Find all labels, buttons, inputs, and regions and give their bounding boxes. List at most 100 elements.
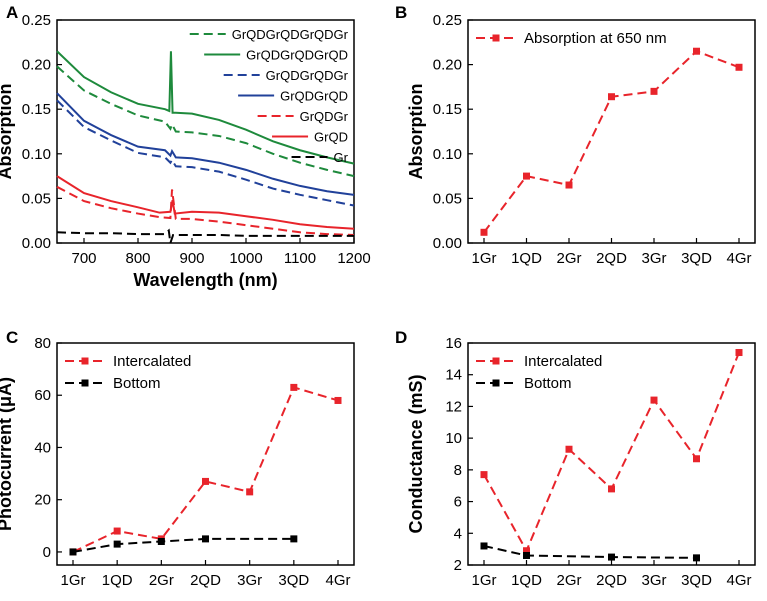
data-point [480,471,488,479]
series-line-grqdgrqd [56,92,355,196]
y-tick-label: 12 [445,398,462,415]
x-tick-label: 3QD [278,572,309,589]
x-tick-label: 4Gr [726,572,751,589]
data-point [735,349,743,357]
data-point [608,93,615,101]
series-line-absorption-at-650-nm [483,50,740,233]
plot-frame [467,19,756,244]
plot-frame [56,342,355,566]
y-tick-label: 16 [445,335,462,352]
y-tick-label: 0.05 [433,190,462,207]
x-tick-label: 3QD [681,250,712,267]
legend-marker [81,379,89,387]
x-tick-label: 1QD [102,572,133,589]
data-point [290,383,298,391]
legend-label: Bottom [113,375,161,392]
data-point [246,488,254,496]
plot-frame [467,342,756,566]
data-point [693,554,700,562]
y-tick-label: 0 [43,544,51,561]
legend-label: GrQDGrQDGr [266,68,349,83]
data-point [69,548,77,556]
x-tick-label: 2Gr [556,572,581,589]
x-tick-label: 4Gr [325,572,350,589]
legend-label: GrQDGrQD [280,89,348,104]
y-tick-label: 14 [445,367,462,384]
data-point [480,228,488,236]
series-line-grqdgrqdgrqdgr [56,65,355,178]
data-point [523,172,530,180]
y-tick-label: 0.10 [22,146,51,163]
legend-label: Bottom [524,375,572,392]
legend-marker [81,357,89,365]
x-tick-label: 700 [71,250,96,267]
data-point [735,63,743,71]
y-tick-label: 10 [445,430,462,447]
x-tick-label: 1Gr [60,572,85,589]
y-tick-label: 6 [454,494,462,511]
data-point [334,396,342,404]
series-line-bottom [72,537,294,553]
y-tick-label: 0.00 [22,235,51,252]
y-tick-label: 4 [454,525,462,542]
panel-label: B [395,3,407,22]
legend-label: Intercalated [113,353,191,370]
legend-label: GrQDGrQDGrQDGr [232,27,349,42]
series-line-grqdgr [56,185,355,236]
data-point [113,540,121,548]
panel-label: A [6,3,18,22]
y-tick-label: 0.05 [22,190,51,207]
x-tick-label: 2QD [596,572,627,589]
data-point [157,537,165,545]
y-tick-label: 0.25 [433,12,462,29]
x-tick-label: 2Gr [556,250,581,267]
panel-label: D [395,328,407,347]
x-tick-label: 800 [125,250,150,267]
data-point [523,551,530,559]
x-tick-label: 1000 [229,250,262,267]
panel-label: C [6,328,18,347]
legend-label: GrQDGr [300,109,349,124]
series-line-bottom [483,544,697,559]
y-axis-label: Photocurrent (μA) [0,377,15,531]
y-tick-label: 0.20 [22,57,51,74]
x-tick-label: 3QD [681,572,712,589]
data-point [650,396,658,404]
data-point [523,547,530,555]
x-tick-label: 3Gr [641,572,666,589]
data-point [202,477,209,485]
data-point [565,445,573,453]
data-point [480,542,488,550]
y-tick-label: 8 [454,462,462,479]
data-point [693,455,700,463]
y-axis-label: Absorption [406,84,426,180]
legend-label: Gr [334,150,349,165]
y-tick-label: 0.20 [433,57,462,74]
x-axis-label: Wavelength (nm) [133,270,277,290]
y-axis-label: Conductance (mS) [406,374,426,533]
y-tick-label: 0.25 [22,12,51,29]
legend-marker [492,379,500,387]
series-line-gr [56,228,354,244]
x-tick-label: 2QD [190,572,221,589]
x-tick-label: 1Gr [471,572,496,589]
series-line-grqd [56,175,355,230]
x-tick-label: 2Gr [149,572,174,589]
legend-label: GrQD [314,130,348,145]
legend-label: GrQDGrQDGrQD [246,48,348,63]
y-tick-label: 80 [34,335,51,352]
data-point [693,47,700,55]
data-point [650,87,658,95]
y-tick-label: 0.15 [433,101,462,118]
x-tick-label: 1Gr [471,250,496,267]
y-tick-label: 0.10 [433,146,462,163]
y-axis-label: Absorption [0,84,15,180]
y-tick-label: 0.00 [433,235,462,252]
legend-label: Absorption at 650 nm [524,30,667,47]
data-point [608,553,615,561]
data-point [565,181,573,189]
y-tick-label: 2 [454,557,462,574]
x-tick-label: 3Gr [641,250,666,267]
legend-marker [492,357,500,365]
